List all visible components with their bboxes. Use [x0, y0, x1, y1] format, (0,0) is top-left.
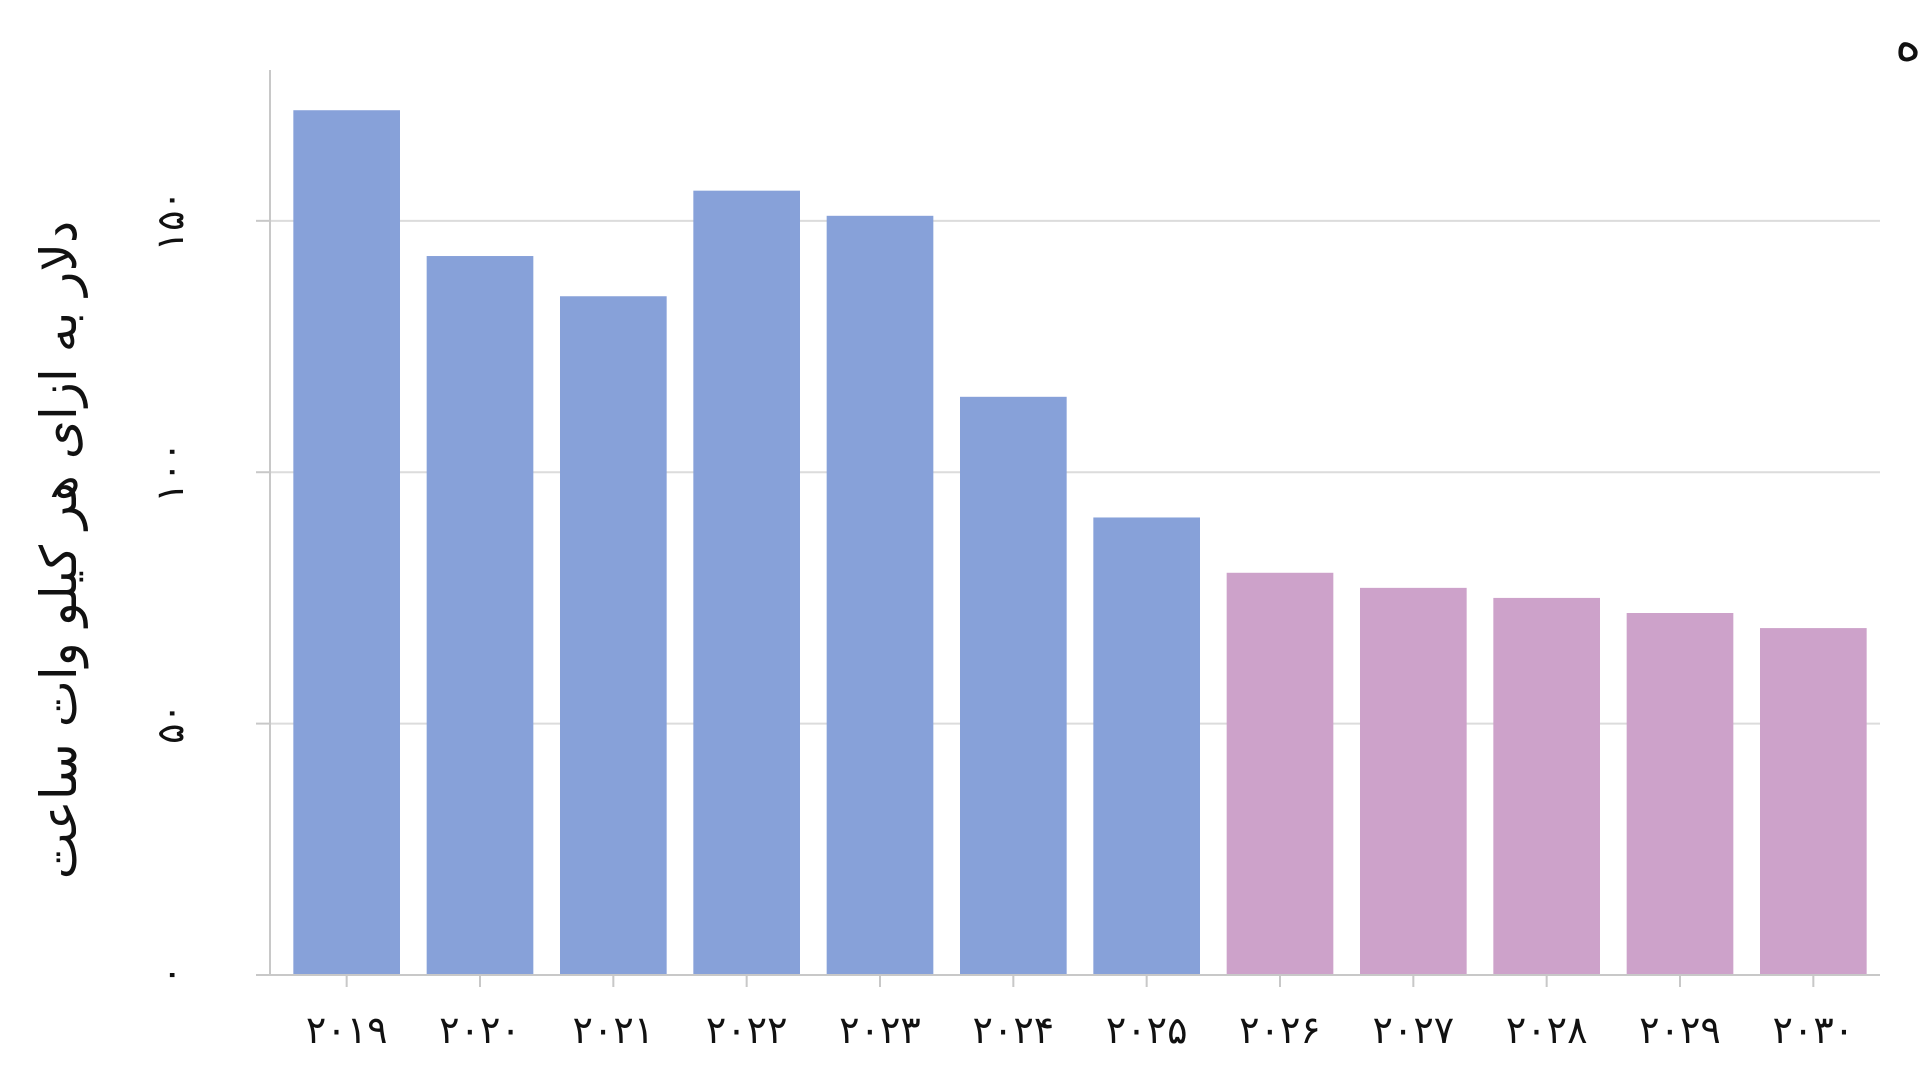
x-tick-label-9: ۲۰۲۸ [1506, 1008, 1588, 1052]
y-tick-labels: ۰ ۵۰ ۱۰۰ ۱۵۰ [148, 190, 192, 985]
x-tick-label-8: ۲۰۲۷ [1373, 1008, 1455, 1052]
bar-0 [293, 110, 400, 975]
x-tick-label-1: ۲۰۲۰ [439, 1008, 521, 1052]
bar-11 [1760, 628, 1867, 975]
y-tick-label-50: ۵۰ [148, 703, 192, 744]
bar-2 [560, 296, 667, 975]
x-tick-label-4: ۲۰۲۳ [839, 1008, 921, 1052]
bar-7 [1226, 572, 1334, 975]
bar-4 [826, 215, 934, 976]
bar-9 [1493, 597, 1600, 975]
y-tick-label-0: ۰ [148, 965, 192, 985]
x-tick-labels: ۲۰۱۹ ۲۰۲۰ ۲۰۲۱ ۲۰۲۲ ۲۰۲۳ ۲۰۲۴ ۲۰۲۵ ۲۰۲۶ ۲۰۲۷ ۲۰۲۸… [306, 1008, 1854, 1052]
x-tick-label-10: ۲۰۲۹ [1639, 1008, 1721, 1052]
chart-title: روند قیمت باتری و پیش‌بینی در طی سال‌های… [1895, 13, 1920, 73]
bars [293, 110, 1867, 976]
x-tick-label-7: ۲۰۲۶ [1239, 1008, 1321, 1052]
bar-1 [426, 256, 534, 975]
x-tick-label-11: ۲۰۳۰ [1773, 1008, 1855, 1052]
y-tick-label-100: ۱۰۰ [148, 442, 192, 503]
x-tick-label-6: ۲۰۲۵ [1106, 1008, 1188, 1052]
bar-6 [1093, 517, 1200, 975]
bar-3 [693, 190, 800, 975]
bar-8 [1360, 587, 1467, 975]
bar-5 [960, 396, 1067, 975]
x-tick-label-5: ۲۰۲۴ [973, 1008, 1055, 1052]
bar-10 [1626, 613, 1734, 975]
x-tick-label-2: ۲۰۲۱ [573, 1008, 655, 1052]
axes [256, 70, 1880, 987]
gridlines [270, 219, 1880, 725]
x-tick-label-0: ۲۰۱۹ [306, 1008, 388, 1052]
y-axis-label: دلار به ازای هر کیلو وات ساعت [30, 221, 89, 879]
x-tick-label-3: ۲۰۲۲ [706, 1008, 788, 1052]
y-tick-label-150: ۱۵۰ [148, 190, 192, 251]
